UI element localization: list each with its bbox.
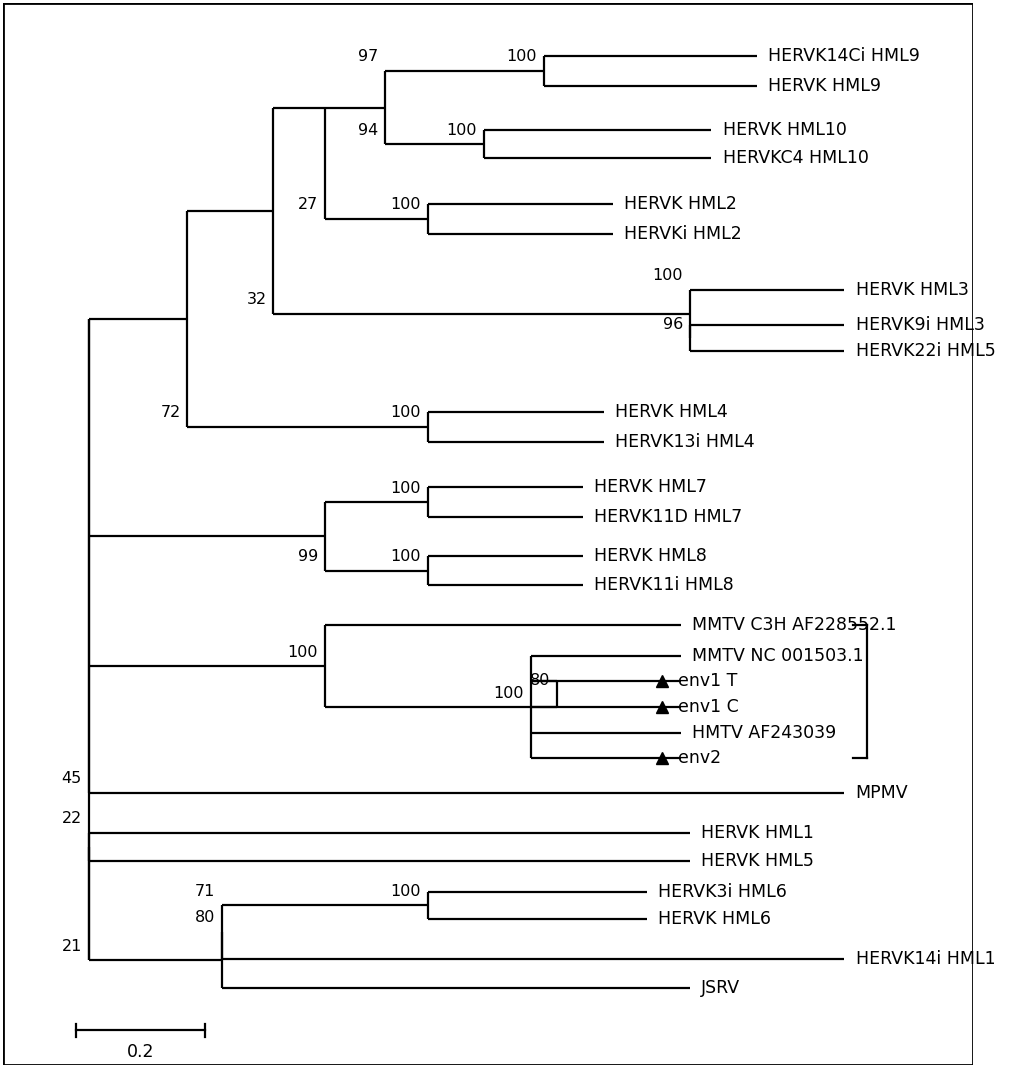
Text: HERVK HML7: HERVK HML7 xyxy=(593,478,706,496)
Text: MMTV C3H AF228552.1: MMTV C3H AF228552.1 xyxy=(692,616,896,634)
Text: HERVK22i HML5: HERVK22i HML5 xyxy=(855,342,995,360)
Text: MPMV: MPMV xyxy=(855,784,907,802)
Text: HERVK HML9: HERVK HML9 xyxy=(767,77,880,95)
Text: HERVK HML2: HERVK HML2 xyxy=(624,195,736,213)
Text: 100: 100 xyxy=(390,549,421,564)
Text: HERVK HML1: HERVK HML1 xyxy=(700,824,813,842)
Text: env1 C: env1 C xyxy=(678,698,738,716)
Text: 100: 100 xyxy=(506,49,536,64)
Text: 0.2: 0.2 xyxy=(126,1043,154,1062)
Text: 80: 80 xyxy=(195,911,215,926)
Text: 71: 71 xyxy=(195,884,215,899)
Text: 100: 100 xyxy=(287,645,318,660)
Text: 27: 27 xyxy=(298,198,318,213)
Text: 100: 100 xyxy=(652,268,683,283)
Text: 100: 100 xyxy=(446,123,477,138)
Text: 96: 96 xyxy=(662,316,683,331)
Text: 100: 100 xyxy=(390,884,421,899)
Text: HERVK HML5: HERVK HML5 xyxy=(700,852,813,870)
Text: HERVK14Ci HML9: HERVK14Ci HML9 xyxy=(767,47,919,65)
Text: HERVKi HML2: HERVKi HML2 xyxy=(624,224,741,243)
Text: HERVK HML6: HERVK HML6 xyxy=(657,910,770,928)
Text: 99: 99 xyxy=(298,549,318,564)
Text: 45: 45 xyxy=(61,771,82,787)
Text: JSRV: JSRV xyxy=(700,979,740,997)
Text: MMTV NC 001503.1: MMTV NC 001503.1 xyxy=(692,647,863,665)
Text: 100: 100 xyxy=(390,405,421,420)
Text: env2: env2 xyxy=(678,749,720,768)
Text: 94: 94 xyxy=(358,123,378,138)
Text: HMTV AF243039: HMTV AF243039 xyxy=(692,724,836,742)
Text: 80: 80 xyxy=(529,672,549,687)
Text: 100: 100 xyxy=(390,481,421,496)
Text: 22: 22 xyxy=(61,811,82,826)
Text: HERVKC4 HML10: HERVKC4 HML10 xyxy=(721,150,867,168)
Text: HERVK11i HML8: HERVK11i HML8 xyxy=(593,576,733,594)
Text: HERVK HML3: HERVK HML3 xyxy=(855,281,968,298)
Text: HERVK HML10: HERVK HML10 xyxy=(721,122,846,139)
Text: HERVK14i HML1: HERVK14i HML1 xyxy=(855,949,995,967)
Text: HERVK11D HML7: HERVK11D HML7 xyxy=(593,508,741,526)
Text: 100: 100 xyxy=(493,685,524,700)
Text: HERVK HML4: HERVK HML4 xyxy=(614,403,728,421)
Text: HERVK9i HML3: HERVK9i HML3 xyxy=(855,316,983,335)
Text: 72: 72 xyxy=(160,405,180,420)
Text: 32: 32 xyxy=(246,293,266,308)
Text: 100: 100 xyxy=(390,198,421,213)
Text: HERVK13i HML4: HERVK13i HML4 xyxy=(614,433,754,450)
Text: HERVK HML8: HERVK HML8 xyxy=(593,547,706,566)
Text: env1 T: env1 T xyxy=(678,672,737,690)
Text: 21: 21 xyxy=(61,939,82,954)
Text: 97: 97 xyxy=(358,49,378,64)
Text: HERVK3i HML6: HERVK3i HML6 xyxy=(657,883,787,900)
